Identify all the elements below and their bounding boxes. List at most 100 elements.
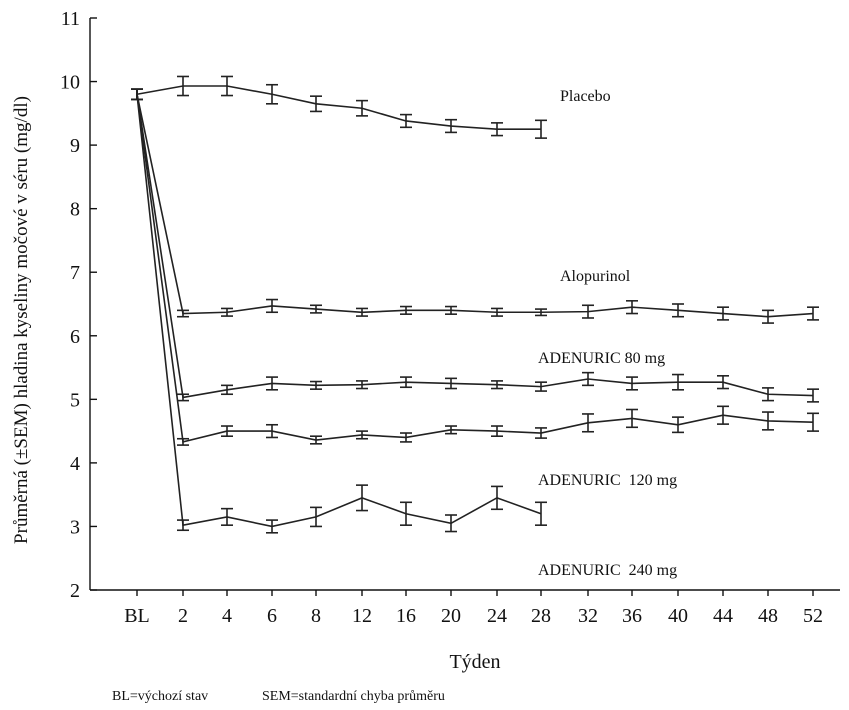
data-point [310,435,322,445]
data-point [672,303,684,318]
data-point [177,393,189,402]
x-tick-label: 28 [531,605,551,627]
data-point [221,75,233,97]
y-tick-label: 10 [60,72,80,94]
data-point [177,309,189,318]
data-point [310,380,322,390]
data-point [582,371,594,387]
x-ticks: BL 2 4 6 8 12 16 20 24 28 32 36 40 44 48 52 [124,590,823,627]
data-point [491,307,503,317]
data-point [535,381,547,392]
data-point [491,380,503,390]
data-point [535,427,547,439]
y-axis-label: Průměrná (±SEM) hladina kyseliny močové … [11,96,32,544]
data-point [672,416,684,434]
data-point [400,113,412,129]
data-point [266,423,278,439]
x-tick-label: 16 [396,605,416,627]
footnote-bl: BL=výchozí stav [112,689,208,704]
data-point [445,305,457,315]
data-point [266,376,278,391]
data-point [177,437,189,446]
series-label: ADENURIC 240 mg [538,562,677,579]
x-tick-label: 8 [311,605,321,627]
series-line [136,94,814,443]
data-point [266,83,278,105]
data-point [221,507,233,526]
x-tick-label: 24 [487,605,507,627]
data-point [717,306,729,321]
data-point [717,405,729,425]
data-point [535,501,547,526]
data-point [131,88,143,101]
data-point [491,425,503,437]
x-tick-label: 36 [622,605,642,627]
series-label: ADENURIC 120 mg [538,472,677,489]
x-tick-label: 20 [441,605,461,627]
data-point [400,376,412,389]
data-point [310,304,322,314]
data-point [626,300,638,315]
data-point [310,95,322,113]
series-label: Alopurinol [560,268,631,285]
series-line [136,94,814,399]
data-point [400,432,412,443]
data-point [626,376,638,391]
data-point [356,307,368,317]
x-tick-label: 40 [668,605,688,627]
x-tick-label: 6 [267,605,277,627]
data-point [807,388,819,403]
data-point [445,425,457,435]
data-point [356,380,368,390]
data-point [717,375,729,390]
series-line [136,94,542,528]
y-tick-label: 3 [70,516,80,538]
data-point [266,519,278,534]
x-axis-label: Týden [449,651,500,673]
data-point [445,118,457,134]
y-tick-label: 8 [70,199,80,221]
axes [89,18,840,591]
data-point [582,413,594,433]
data-point [221,425,233,437]
series-line [136,85,541,131]
data-point [491,122,503,137]
data-point [177,75,189,97]
series-2 [131,88,819,403]
data-point [356,430,368,440]
data-point [400,305,412,315]
series-0 [131,75,547,139]
data-point [445,514,457,533]
data-point [221,384,233,396]
data-point [491,485,503,511]
y-tick-label: 5 [70,389,80,411]
data-point [535,119,547,139]
data-point [356,484,368,512]
y-tick-label: 9 [70,135,80,157]
series-label: ADENURIC 80 mg [538,350,665,367]
data-point [762,309,774,324]
x-tick-label: 32 [578,605,598,627]
y-tick-label: 11 [61,8,80,30]
data-point [762,411,774,431]
x-tick-label: 4 [222,605,232,627]
series-4 [131,88,547,534]
data-point [221,307,233,317]
data-point [356,99,368,117]
y-tick-label: 7 [70,262,80,284]
data-point [535,308,547,317]
data-point [400,501,412,526]
x-tick-label: 12 [352,605,372,627]
data-point [807,306,819,321]
series-label: Placebo [560,88,611,105]
data-point [762,387,774,402]
series-labels: Placebo Alopurinol ADENURIC 80 mg ADENURIC … [538,88,677,579]
footnote-sem: SEM=standardní chyba průměru [262,689,445,704]
data-point [445,377,457,390]
data-point [807,412,819,432]
x-tick-label: 44 [713,605,733,627]
series-1 [131,88,819,324]
series-group [131,75,819,534]
data-point [177,519,189,532]
